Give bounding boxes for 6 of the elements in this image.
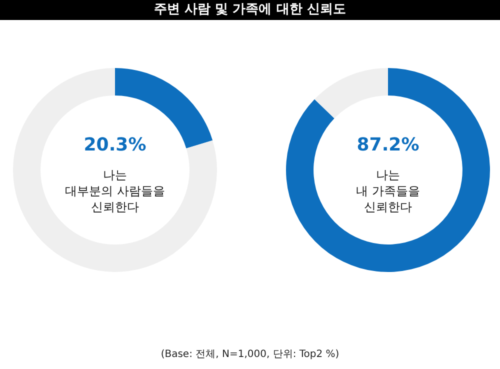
text: (Base: 전체, N=1,000, 단위: Top2 %) — [160, 348, 340, 361]
text: 주변 사람 및 가족에 대한 신뢰도 — [0, 0, 500, 20]
data-label: 87.2% — [356, 134, 420, 156]
data-label: 20.3% — [84, 134, 146, 156]
text: 나는 내 가족들을 신뢰한다 — [356, 168, 420, 214]
text: 나는 대부분의 사람들을 신뢰한다 — [65, 168, 165, 214]
